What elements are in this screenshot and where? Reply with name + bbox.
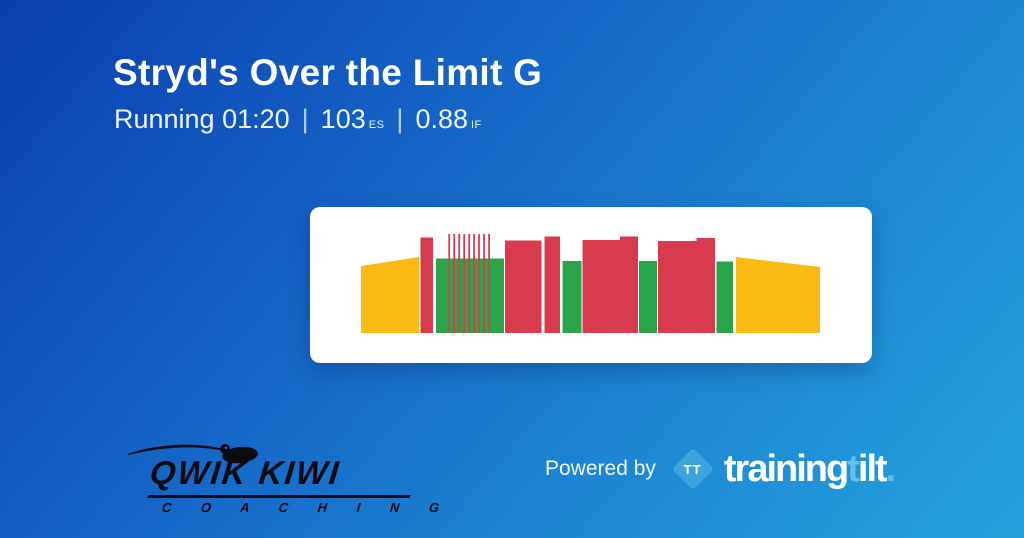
intensity-factor-value: 0.88	[415, 104, 468, 134]
coach-logo-name: QWIK KIWI	[148, 454, 343, 491]
coach-logo: QWIK KIWI C O A C H I N G	[126, 441, 453, 515]
wordmark-period: .	[885, 447, 896, 490]
activity-duration: Running 01:20	[114, 104, 290, 134]
separator: |	[301, 104, 309, 134]
workout-intensity-chart	[361, 234, 820, 333]
trainingtilt-icon-letters: TT	[683, 461, 702, 477]
wordmark-ilt: ilt	[857, 447, 888, 490]
powered-by-branding: Powered by TT trainingtilt.	[545, 444, 896, 494]
kiwi-bird-icon	[128, 444, 258, 464]
trainingtilt-diamond-icon: TT	[671, 447, 715, 491]
wordmark-t-accent: t	[847, 447, 860, 490]
intensity-factor-unit: IF	[471, 119, 482, 131]
powered-by-label: Powered by	[545, 457, 656, 480]
stress-score-value: 103	[320, 104, 366, 134]
workout-chart-card	[310, 207, 872, 363]
wordmark-training: training	[723, 447, 849, 490]
coach-logo-tagline: C O A C H I N G	[161, 500, 453, 515]
separator: |	[396, 104, 404, 134]
trainingtilt-wordmark: trainingtilt.	[723, 447, 896, 491]
workout-summary: Running 01:20 | 103 ES | 0.88 IF	[114, 104, 482, 135]
stress-score-unit: ES	[368, 119, 385, 131]
page-title: Stryd's Over the Limit G	[113, 52, 543, 93]
coach-logo-underline	[146, 495, 412, 498]
